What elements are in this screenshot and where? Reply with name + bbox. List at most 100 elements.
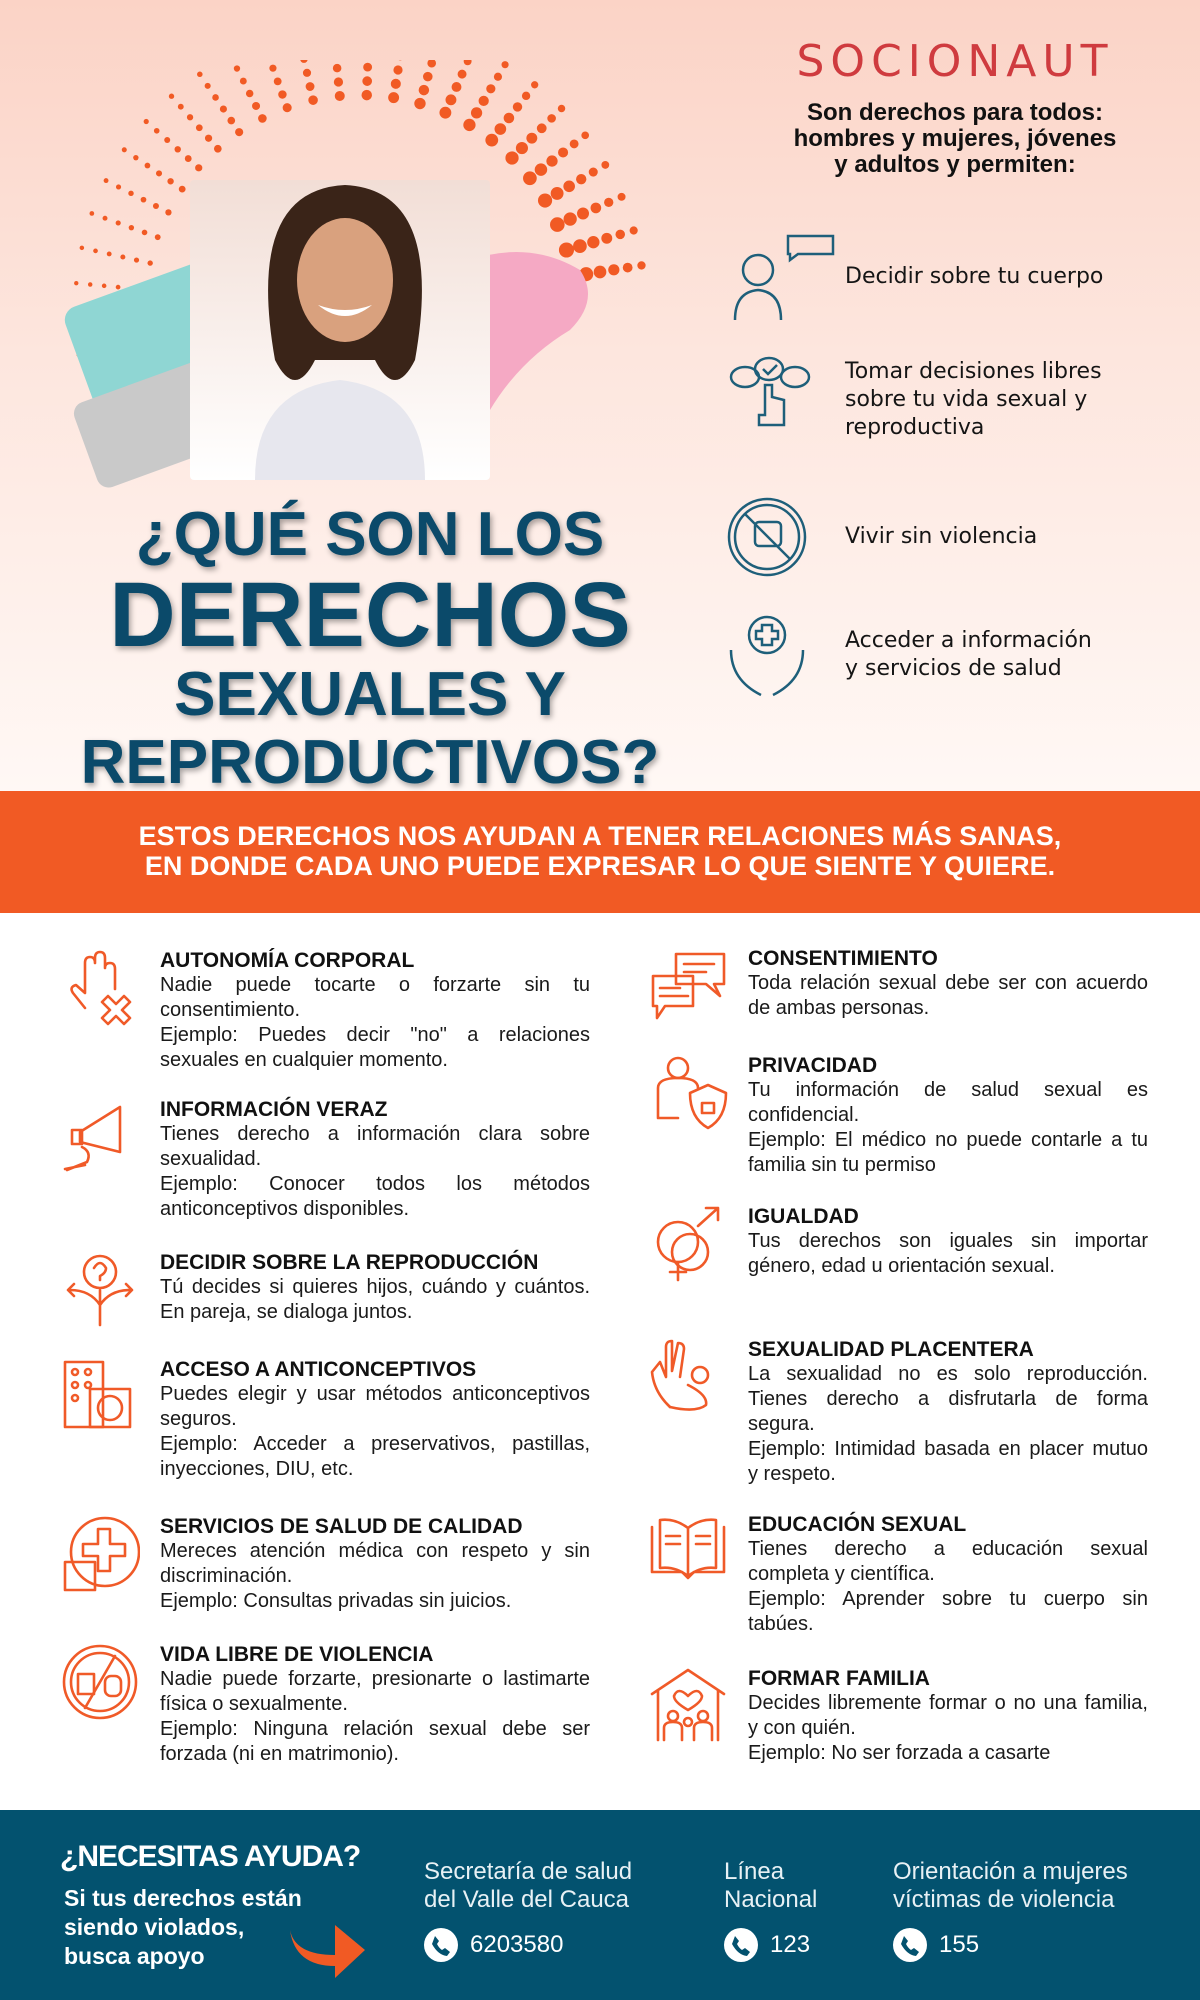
card-description: Tus derechos son iguales sin importar gé… — [748, 1230, 1148, 1277]
decor-dot — [451, 82, 462, 92]
decor-dot — [147, 260, 153, 266]
chat-bubbles-icon — [651, 952, 726, 1020]
intro-line: Son derechos para todos: — [806, 99, 1104, 126]
decor-dot — [334, 90, 345, 101]
decor-dot — [512, 102, 523, 112]
card-example: Ejemplo: Acceder a preservativos, pastil… — [160, 1433, 590, 1480]
decor-dot — [493, 72, 503, 81]
decor-dot — [537, 193, 553, 208]
decor-dot — [245, 89, 254, 98]
help-heading: ¿NECESITAS AYUDA? — [60, 1840, 361, 1873]
decor-dot — [167, 178, 174, 185]
no-violence-icon — [727, 497, 807, 577]
decor-dot — [546, 155, 558, 167]
family-house-icon — [650, 1668, 726, 1742]
card-title: FORMAR FAMILIA — [748, 1667, 930, 1690]
decor-dot — [526, 132, 538, 144]
decor-dot — [143, 118, 149, 125]
line: reproductiva — [845, 415, 985, 440]
right-item-body: Decidir sobre tu cuerpo — [725, 232, 1185, 322]
right-card: PRIVACIDAD Tu información de salud sexual… — [648, 1053, 1148, 1178]
decor-dot — [470, 107, 483, 119]
decor-dot — [505, 151, 519, 165]
card-title: SERVICIOS DE SALUD DE CALIDAD — [160, 1515, 523, 1538]
phone-link[interactable]: 155 — [893, 1928, 1128, 1962]
decor-dot — [332, 63, 342, 73]
health-hands-icon — [729, 615, 805, 697]
card-description: Tienes derecho a información clara sobre… — [160, 1123, 590, 1170]
decor-dot — [227, 116, 236, 125]
decor-dot — [362, 76, 373, 86]
decor-dot — [550, 217, 565, 232]
decor-dot — [388, 92, 400, 104]
decor-dot — [333, 77, 344, 87]
sub-line: siendo violados, — [64, 1914, 245, 1940]
card-example: Ejemplo: Consultas privadas sin juicios. — [160, 1590, 512, 1612]
decor-dot — [115, 284, 121, 290]
card-text: DECIDIR SOBRE LA REPRODUCCIÓN Tú decides … — [160, 1250, 590, 1330]
card-description: Tu información de salud sexual es confid… — [748, 1079, 1148, 1126]
right-card: SERVICIOS DE SALUD DE CALIDAD Mereces ate… — [60, 1514, 590, 1614]
decor-dot — [212, 94, 219, 101]
decor-dot — [177, 103, 184, 110]
decor-dot — [622, 262, 633, 273]
card-title: AUTONOMÍA CORPORAL — [160, 949, 415, 972]
line: sobre tu vida sexual y — [845, 387, 1088, 412]
hand-choice-icon — [729, 356, 811, 427]
decor-dot — [93, 248, 98, 254]
card-example: Ejemplo: Aprender sobre tu cuerpo sin ta… — [748, 1588, 1148, 1635]
decor-dot — [233, 65, 241, 72]
card-title: SEXUALIDAD PLACENTERA — [748, 1338, 1034, 1361]
decor-dot — [106, 251, 112, 257]
phone-number: 155 — [939, 1931, 980, 1958]
card-description: Decides libremente formar o no una famil… — [748, 1692, 1148, 1739]
phone-link[interactable]: 6203580 — [424, 1928, 632, 1962]
contact-label: Nacional — [724, 1886, 818, 1913]
decor-dot — [87, 282, 93, 287]
decor-dot — [573, 239, 587, 253]
decor-dot — [439, 106, 452, 119]
line: Tomar decisiones libres — [845, 359, 1102, 384]
line: y servicios de salud — [845, 656, 1062, 681]
card-description: Mereces atención médica con respeto y si… — [160, 1540, 590, 1587]
no-violence-circle-icon — [62, 1644, 138, 1720]
phone-icon — [724, 1928, 758, 1962]
decor-dot — [486, 84, 496, 94]
contact-label: del Valle del Cauca — [424, 1886, 630, 1913]
decor-dot — [393, 65, 403, 75]
decor-dot — [174, 146, 181, 153]
card-description: Tú decides si quieres hijos, cuándo y cu… — [160, 1276, 590, 1323]
line: Acceder a información — [845, 628, 1092, 653]
woman-speech-icon — [733, 234, 835, 321]
decor-dot — [89, 211, 95, 216]
decor-dot — [195, 124, 203, 132]
contact-label: víctimas de violencia — [893, 1886, 1115, 1913]
decor-dot — [361, 89, 372, 101]
card-title: PRIVACIDAD — [748, 1054, 878, 1077]
decor-dot — [463, 118, 476, 132]
decor-dot — [577, 207, 589, 220]
decor-dot — [601, 161, 610, 169]
ok-hand-icon — [650, 1339, 710, 1411]
phone-icon — [893, 1928, 927, 1962]
right-card: DECIDIR SOBRE LA REPRODUCCIÓN Tú decides … — [60, 1250, 590, 1330]
decor-dot — [79, 245, 85, 251]
decor-dot — [588, 167, 598, 177]
decor-dot — [165, 209, 172, 216]
decor-dot — [103, 178, 109, 184]
decor-dot — [414, 97, 426, 110]
decor-dot — [308, 95, 318, 105]
decor-dot — [615, 229, 626, 240]
card-text: VIDA LIBRE DE VIOLENCIA Nadie puede forza… — [160, 1642, 590, 1767]
decor-dot — [494, 123, 507, 135]
open-book-icon — [650, 1518, 726, 1580]
decor-dot — [144, 162, 151, 169]
decor-dot — [604, 197, 614, 208]
decor-dot — [178, 185, 186, 193]
decor-dot — [581, 131, 590, 140]
phone-link[interactable]: 123 — [724, 1928, 817, 1962]
title-line: SEXUALES Y — [174, 660, 566, 729]
decor-dot — [576, 174, 587, 185]
decor-dot — [300, 60, 308, 63]
right-card: INFORMACIÓN VERAZ Tienes derecho a inform… — [60, 1097, 590, 1222]
